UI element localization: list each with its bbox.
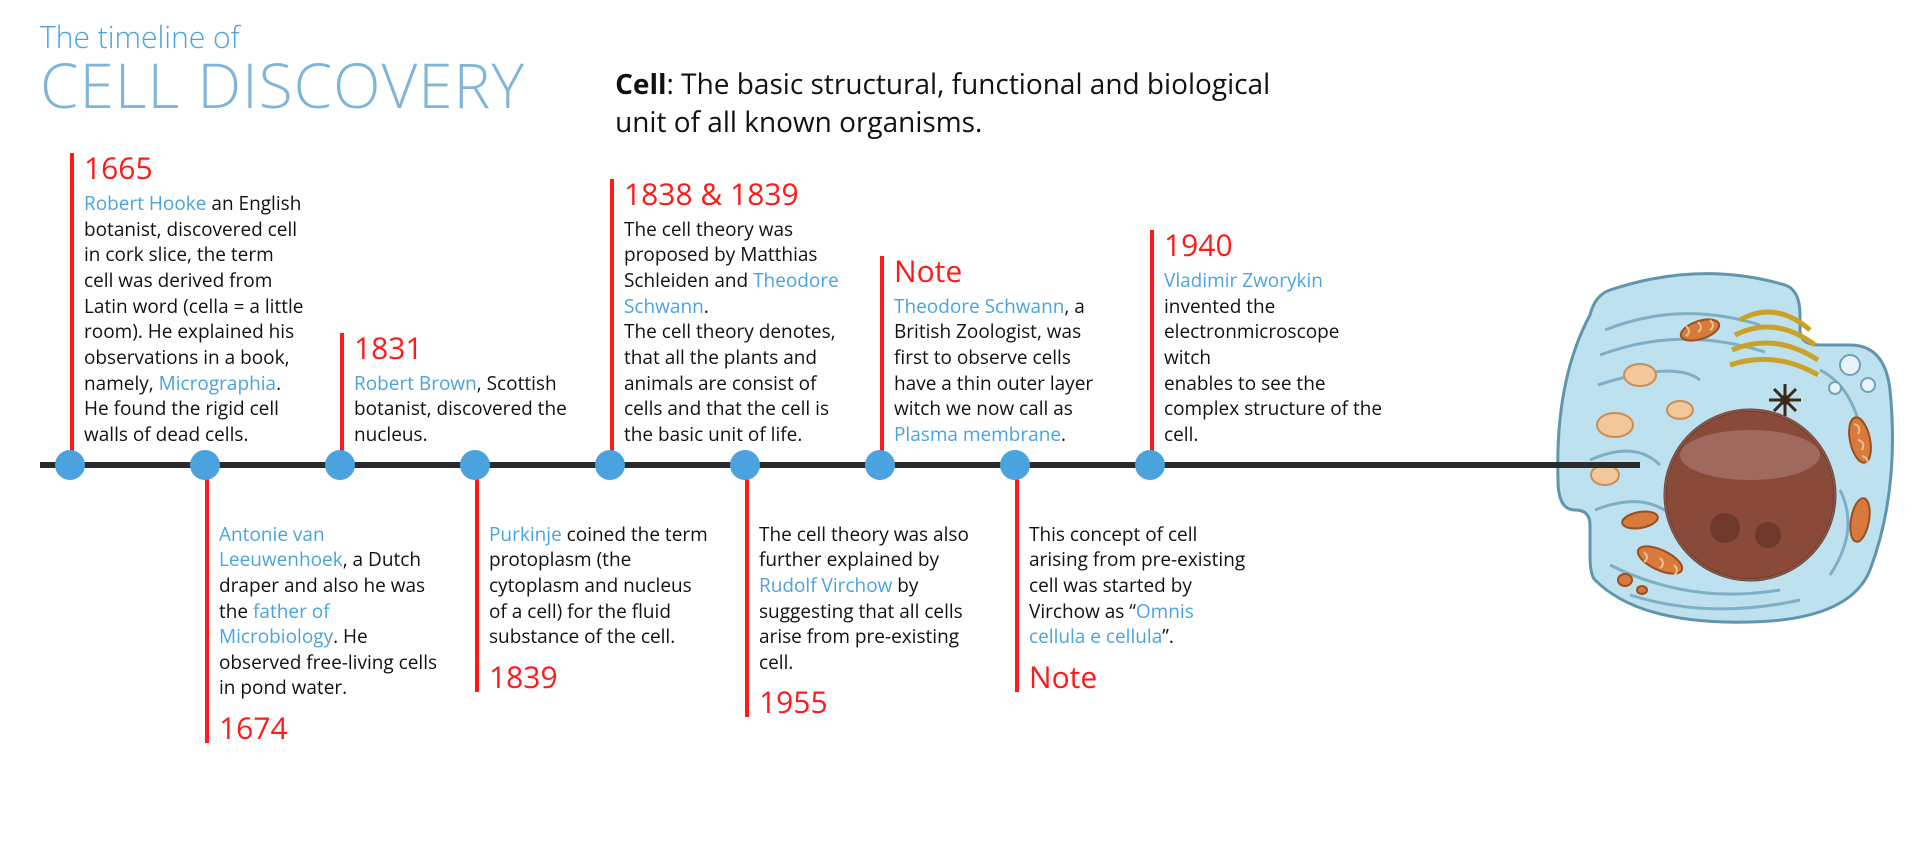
event-year: 1665	[70, 153, 305, 183]
timeline: 1665Robert Hooke an English botanist, di…	[40, 172, 1600, 743]
timeline-node	[730, 450, 760, 480]
timeline-node	[460, 450, 490, 480]
timeline-node	[55, 450, 85, 480]
event-bar	[880, 256, 884, 474]
definition: Cell: The basic structural, functional a…	[615, 20, 1315, 142]
event-year: Note	[1015, 662, 1250, 692]
timeline-event: 1831 Robert Brown, Scottish botanist, dis…	[340, 333, 575, 462]
timeline-node	[1000, 450, 1030, 480]
event-body: Vladimir Zworykin invented the electronm…	[1150, 268, 1385, 447]
event-body: The cell theory was also fur­ther explai…	[745, 522, 980, 676]
event-body: Antonie van Leeuwenhoek, a Dutch draper …	[205, 522, 440, 701]
event-body: Theodore Schwann, a British Zoologist, w…	[880, 294, 1115, 448]
event-body: Robert Brown, Scottish botanist, discove…	[340, 371, 575, 448]
timeline-event: 1838 & 1839 The cell theory was proposed …	[610, 179, 845, 462]
timeline-event: Purkinje coined the term protoplasm (the…	[475, 478, 710, 692]
event-bar	[1150, 230, 1154, 473]
event-body: Robert Hooke an English botanist, discov…	[70, 191, 305, 447]
event-bar	[70, 153, 74, 473]
timeline-event: 1665 Robert Hooke an English botanist, di…	[70, 153, 305, 461]
timeline-node	[1135, 450, 1165, 480]
timeline-node	[865, 450, 895, 480]
timeline-event: This concept of cell arising from pre-ex…	[1015, 478, 1250, 692]
header: The timeline of CELL DISCOVERY Cell: The…	[40, 20, 1880, 142]
event-bar	[475, 466, 479, 692]
event-bar	[205, 466, 209, 743]
timeline-axis	[40, 462, 1640, 468]
event-year: 1940	[1150, 230, 1385, 260]
event-year: 1955	[745, 687, 980, 717]
event-bar	[610, 179, 614, 474]
event-body: This concept of cell arising from pre-ex…	[1015, 522, 1250, 650]
title-block: The timeline of CELL DISCOVERY	[40, 20, 525, 118]
definition-term: Cell	[615, 65, 666, 103]
event-year: 1838 & 1839	[610, 179, 845, 209]
event-year: Note	[880, 256, 1115, 286]
event-year: 1831	[340, 333, 575, 363]
timeline-node	[595, 450, 625, 480]
event-body: Purkinje coined the term protoplasm (the…	[475, 522, 710, 650]
timeline-event: Note Theodore Schwann, a British Zoologis…	[880, 256, 1115, 462]
cell-icon	[1550, 260, 1900, 630]
timeline-event: 1940 Vladimir Zworykin invented the elect…	[1150, 230, 1385, 461]
event-year: 1674	[205, 713, 440, 743]
definition-text: : The basic structural, functional and b…	[615, 65, 1270, 141]
timeline-event: Antonie van Leeuwenhoek, a Dutch draper …	[205, 478, 440, 743]
title-main: CELL DISCOVERY	[40, 53, 525, 118]
event-body: The cell theory was proposed by Matthias…	[610, 217, 845, 448]
event-bar	[745, 466, 749, 718]
timeline-event: The cell theory was also fur­ther explai…	[745, 478, 980, 718]
event-year: 1839	[475, 662, 710, 692]
event-bar	[1015, 466, 1019, 692]
timeline-node	[190, 450, 220, 480]
timeline-node	[325, 450, 355, 480]
